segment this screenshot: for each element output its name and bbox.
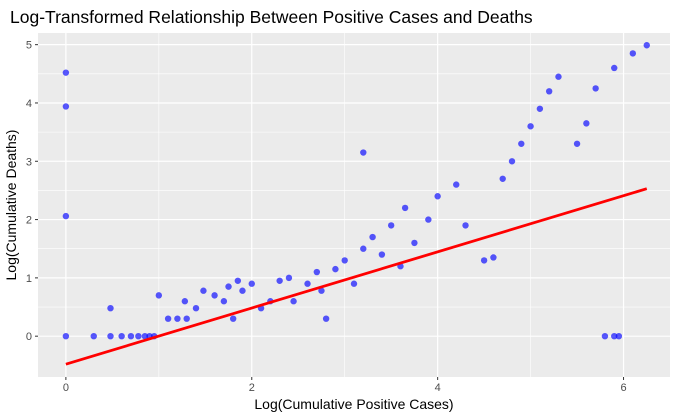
data-point [434, 193, 441, 200]
data-point [90, 332, 97, 340]
data-point [527, 123, 534, 130]
data-point [462, 222, 469, 229]
regression-line [65, 187, 648, 366]
y-tick-label: 4 [26, 98, 32, 110]
data-point [155, 292, 163, 299]
data-point [318, 287, 325, 294]
data-point [490, 254, 497, 261]
data-point [369, 233, 376, 241]
data-point [411, 239, 418, 247]
axis-ticks: 0 2 4 6 0 1 2 3 4 5 [26, 40, 627, 394]
data-point [313, 268, 321, 276]
data-point [304, 280, 311, 287]
data-point [592, 85, 599, 92]
x-axis-title: Log(Cumulative Positive Cases) [254, 396, 453, 412]
data-point [118, 332, 125, 340]
data-point [220, 298, 228, 305]
data-point [200, 287, 207, 294]
y-tick-label: 0 [26, 331, 32, 343]
data-point [341, 257, 348, 264]
y-tick-label: 3 [26, 156, 32, 168]
chart-title: Log-Transformed Relationship Between Pos… [10, 7, 533, 27]
data-point [234, 277, 242, 284]
data-point [276, 277, 283, 284]
data-point [643, 42, 650, 49]
data-point [322, 315, 330, 322]
data-point [615, 332, 623, 340]
data-point [555, 73, 562, 80]
x-tick-label: 4 [435, 382, 441, 394]
data-point [135, 332, 142, 340]
data-point [545, 88, 553, 95]
data-point [107, 332, 114, 340]
data-point [192, 305, 200, 312]
data-point [62, 103, 70, 110]
data-point [518, 140, 525, 147]
data-point [248, 280, 255, 287]
y-axis-title: Log(Cumulative Deaths) [3, 130, 19, 281]
data-points [62, 42, 650, 340]
data-point [62, 332, 70, 340]
data-point [141, 332, 149, 340]
data-point [508, 158, 516, 165]
y-tick-label: 5 [26, 40, 32, 52]
data-point [629, 50, 637, 57]
data-point [360, 245, 367, 252]
data-point [536, 105, 544, 112]
data-point [239, 287, 246, 294]
data-point [181, 298, 189, 305]
data-point [573, 140, 581, 147]
data-point [480, 257, 488, 264]
data-point [285, 274, 293, 282]
x-tick-label: 0 [63, 382, 69, 394]
plot-panel [38, 33, 670, 377]
data-point [350, 280, 358, 287]
data-point [425, 216, 432, 223]
data-point [499, 175, 506, 182]
x-tick-label: 2 [249, 382, 255, 394]
data-point [611, 332, 618, 340]
y-tick-label: 2 [26, 215, 32, 227]
data-point [107, 305, 114, 312]
data-point [453, 181, 460, 188]
data-point [290, 298, 297, 305]
data-point [62, 69, 70, 76]
data-point [211, 292, 218, 299]
data-point [601, 332, 609, 340]
data-point [583, 120, 590, 127]
data-point [183, 315, 190, 322]
data-point [611, 64, 618, 72]
data-point [401, 204, 409, 212]
data-point [229, 315, 237, 322]
data-point [62, 212, 70, 220]
x-tick-label: 6 [620, 382, 626, 394]
data-point [332, 265, 339, 273]
data-point [164, 315, 172, 322]
data-point [360, 149, 367, 156]
data-point [127, 332, 135, 340]
data-point [387, 222, 395, 229]
data-point [378, 251, 386, 258]
y-tick-label: 1 [26, 273, 32, 285]
data-point [225, 283, 232, 290]
regression-line-group [65, 187, 648, 366]
data-point [174, 315, 181, 322]
